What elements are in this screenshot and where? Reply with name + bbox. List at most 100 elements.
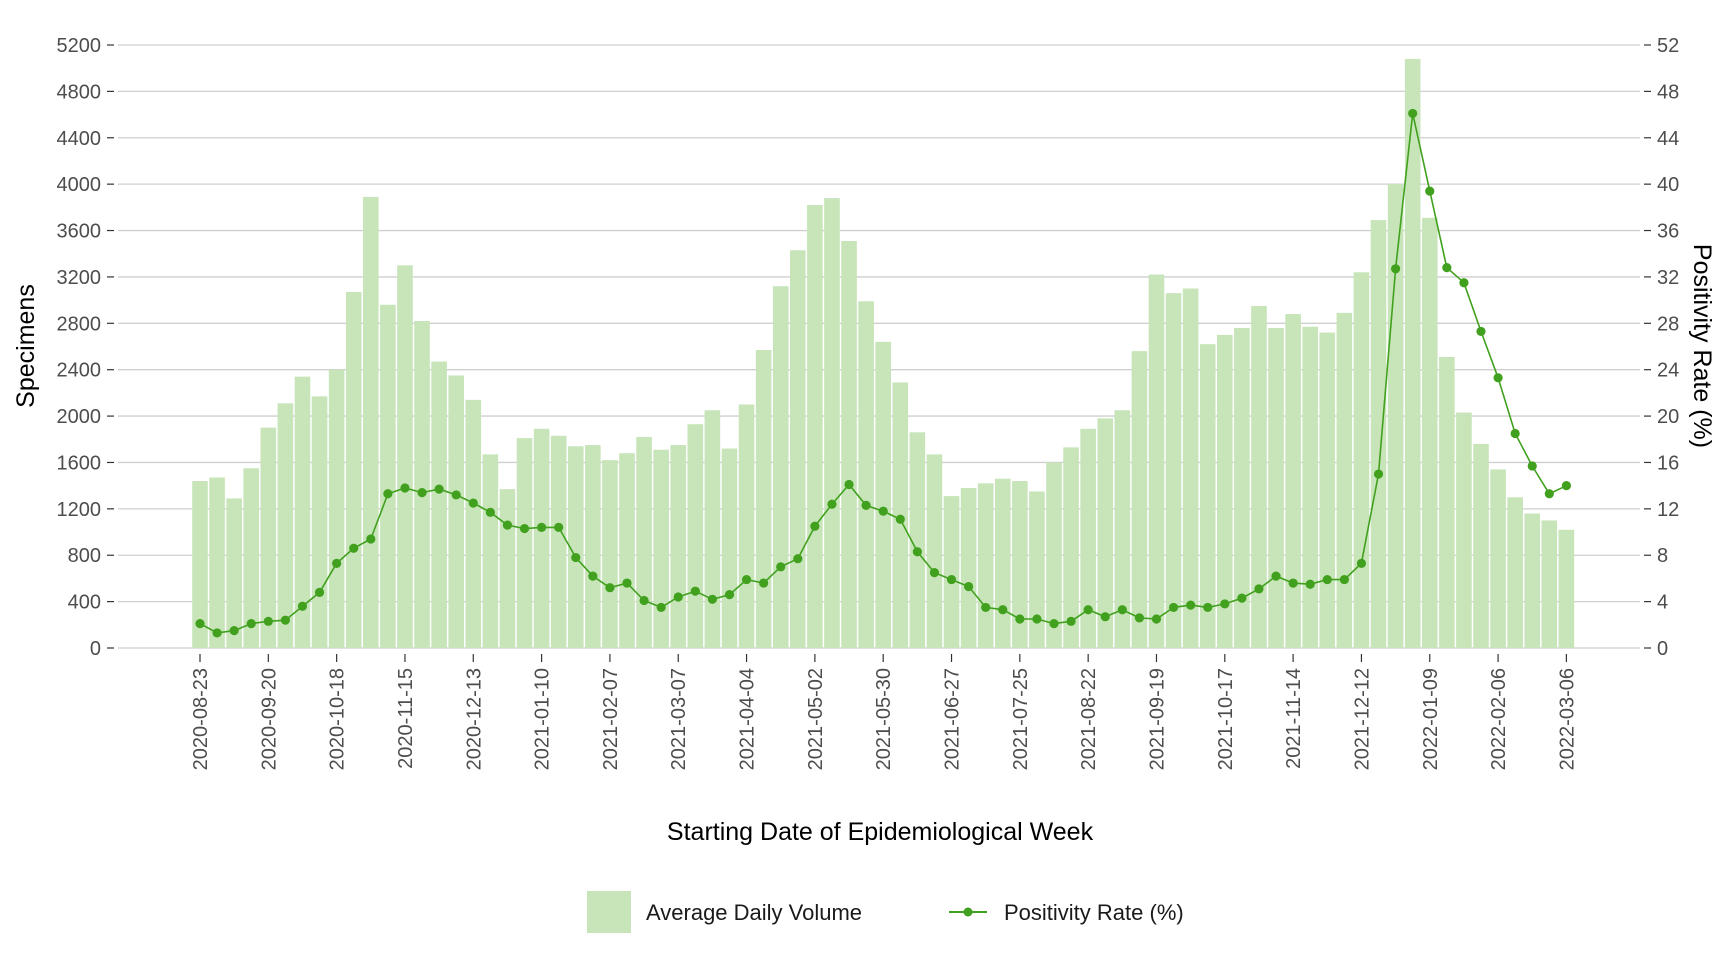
bar-28 bbox=[670, 445, 687, 648]
bar-49 bbox=[1029, 491, 1045, 648]
x-axis-title: Starting Date of Epidemiological Week bbox=[667, 818, 1094, 846]
bar-30 bbox=[704, 410, 721, 648]
y-left-tick-label: 4400 bbox=[57, 128, 102, 150]
point-76 bbox=[1493, 373, 1503, 383]
point-61 bbox=[1237, 593, 1247, 603]
y-left-tick-label: 3600 bbox=[57, 221, 102, 243]
y-right-tick-label: 0 bbox=[1657, 638, 1668, 660]
y-left-tick-label: 3200 bbox=[57, 267, 102, 289]
point-16 bbox=[468, 498, 478, 508]
point-53 bbox=[1100, 612, 1110, 622]
point-46 bbox=[981, 602, 991, 613]
bar-31 bbox=[721, 448, 738, 648]
point-67 bbox=[1339, 574, 1349, 585]
bar-6 bbox=[294, 376, 311, 648]
legend-label-bar: Average Daily Volume bbox=[646, 900, 862, 925]
bar-18 bbox=[499, 489, 516, 648]
point-60 bbox=[1220, 599, 1230, 609]
point-44 bbox=[946, 574, 957, 585]
point-72 bbox=[1425, 186, 1435, 196]
y-left-tick-label: 5200 bbox=[57, 35, 102, 57]
bar-54 bbox=[1114, 410, 1131, 648]
bar-64 bbox=[1285, 314, 1301, 648]
bar-45 bbox=[960, 487, 977, 648]
y-right-tick-label: 40 bbox=[1657, 174, 1679, 196]
bar-63 bbox=[1268, 327, 1284, 648]
bar-9 bbox=[345, 291, 362, 648]
x-tick-label: 2020-09-20 bbox=[258, 668, 280, 770]
point-28 bbox=[673, 592, 683, 602]
y-left-tick-label: 0 bbox=[90, 638, 101, 660]
point-40 bbox=[878, 506, 888, 516]
point-80 bbox=[1561, 481, 1571, 491]
bar-25 bbox=[619, 453, 635, 648]
y-left-tick-label: 2400 bbox=[57, 360, 102, 382]
point-62 bbox=[1254, 584, 1264, 594]
bar-44 bbox=[943, 496, 960, 648]
line-series-positivity-rate bbox=[195, 108, 1571, 638]
bar-20 bbox=[533, 428, 550, 648]
bar-8 bbox=[328, 369, 345, 648]
y-right-tick-label: 8 bbox=[1657, 545, 1668, 567]
point-65 bbox=[1305, 579, 1315, 589]
x-tick-label: 2021-06-27 bbox=[942, 668, 964, 770]
bar-16 bbox=[465, 399, 482, 648]
bar-5 bbox=[277, 403, 294, 648]
x-tick-label: 2021-03-07 bbox=[668, 668, 690, 770]
y-right-tick-label: 32 bbox=[1657, 267, 1679, 289]
point-18 bbox=[502, 520, 513, 530]
point-27 bbox=[656, 602, 666, 613]
x-tick-label: 2021-02-07 bbox=[600, 668, 622, 770]
bar-35 bbox=[790, 250, 806, 648]
point-3 bbox=[246, 619, 256, 629]
point-17 bbox=[485, 507, 495, 517]
y-right-tick-label: 12 bbox=[1657, 499, 1679, 521]
point-70 bbox=[1391, 264, 1401, 274]
bar-60 bbox=[1217, 334, 1233, 648]
bar-52 bbox=[1080, 428, 1096, 648]
x-tick-label: 2021-09-19 bbox=[1146, 668, 1168, 770]
bar-73 bbox=[1439, 356, 1455, 648]
point-77 bbox=[1510, 428, 1520, 439]
point-11 bbox=[383, 489, 393, 499]
point-74 bbox=[1459, 278, 1469, 288]
point-31 bbox=[724, 590, 735, 600]
bar-75 bbox=[1473, 443, 1489, 648]
legend: Average Daily Volume Positivity Rate (%) bbox=[587, 891, 1184, 933]
bar-46 bbox=[977, 483, 994, 648]
bar-56 bbox=[1148, 274, 1165, 648]
point-57 bbox=[1168, 602, 1179, 613]
bar-67 bbox=[1336, 312, 1353, 648]
point-23 bbox=[588, 571, 598, 581]
bar-33 bbox=[755, 349, 772, 648]
y-left-tick-label: 400 bbox=[68, 592, 101, 614]
bar-74 bbox=[1456, 412, 1472, 648]
point-8 bbox=[332, 558, 342, 568]
bar-71 bbox=[1404, 58, 1421, 648]
point-6 bbox=[297, 601, 308, 611]
point-55 bbox=[1134, 613, 1144, 623]
bar-1 bbox=[209, 477, 225, 648]
point-12 bbox=[400, 483, 410, 493]
bar-17 bbox=[482, 454, 499, 648]
point-37 bbox=[827, 499, 837, 509]
bar-11 bbox=[380, 304, 396, 648]
bar-38 bbox=[841, 240, 857, 648]
point-79 bbox=[1544, 489, 1554, 499]
bar-7 bbox=[311, 396, 328, 648]
point-47 bbox=[998, 605, 1008, 615]
y-left-tick-label: 4800 bbox=[57, 81, 102, 103]
point-26 bbox=[639, 595, 649, 606]
point-36 bbox=[810, 521, 820, 531]
bar-29 bbox=[687, 424, 704, 648]
y-right-tick-label: 16 bbox=[1657, 452, 1679, 474]
point-5 bbox=[280, 615, 290, 625]
bar-59 bbox=[1199, 344, 1216, 648]
point-10 bbox=[366, 534, 376, 544]
y-axis-left-ticks: 0 400 800 1200 1600 2000 2400 2800 3200 3600 4000 4… bbox=[57, 35, 114, 660]
y-left-tick-label: 2800 bbox=[57, 313, 102, 335]
point-0 bbox=[195, 619, 205, 629]
bar-24 bbox=[602, 460, 618, 648]
point-2 bbox=[229, 626, 239, 636]
